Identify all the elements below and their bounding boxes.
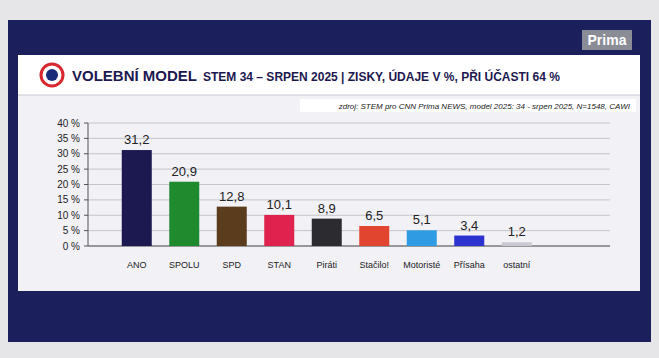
data-label: 31,2 [124, 132, 149, 147]
logo-core [46, 69, 58, 81]
bar [454, 236, 484, 246]
source-box [300, 99, 636, 112]
bar [122, 150, 152, 246]
grid-line [88, 153, 610, 154]
bar [312, 219, 342, 246]
data-label: 6,5 [365, 208, 383, 223]
tick [84, 184, 88, 185]
title-line: VOLEBNÍ MODEL STEM 34 – SRPEN 2025 | ZISK… [72, 67, 560, 84]
tick [84, 215, 88, 216]
bar [169, 182, 199, 246]
header-border [18, 95, 640, 96]
tick [84, 246, 88, 247]
tick-label: 30 % [57, 148, 80, 159]
category-label: ostatní [503, 260, 531, 270]
category-label: SPD [222, 260, 241, 270]
tick [84, 199, 88, 200]
grid-line [88, 230, 610, 231]
y-axis [88, 123, 89, 246]
tick [84, 230, 88, 231]
grid-line [88, 184, 610, 185]
grid-line [88, 138, 610, 139]
tick-label: 5 % [63, 225, 80, 236]
bar [217, 207, 247, 246]
data-label: 8,9 [318, 201, 336, 216]
grid-line [88, 169, 610, 170]
tick [84, 138, 88, 139]
grid-line [88, 123, 610, 124]
bar [407, 230, 437, 246]
logo-ring [41, 64, 63, 86]
data-label: 5,1 [413, 212, 431, 227]
tick-label: 0 % [63, 241, 80, 252]
data-label: 10,1 [267, 197, 292, 212]
bars [122, 150, 532, 246]
header [18, 55, 640, 95]
tick-label: 15 % [57, 194, 80, 205]
panel [18, 55, 640, 291]
background [0, 0, 659, 358]
category-label: Piráti [316, 260, 337, 270]
tick [84, 123, 88, 124]
category-label: ANO [127, 260, 147, 270]
category-label: STAN [268, 260, 291, 270]
subtitle: STEM 34 – SRPEN 2025 | ZISKY, ÚDAJE V %,… [203, 69, 560, 84]
category-label: Přísaha [454, 260, 485, 270]
tick-label: 35 % [57, 133, 80, 144]
tick [84, 169, 88, 170]
bar [502, 242, 532, 246]
tick-label: 20 % [57, 179, 80, 190]
bar [359, 226, 389, 246]
brand: Prima [588, 32, 627, 48]
tick-label: 40 % [57, 118, 80, 129]
chart: VOLEBNÍ MODEL STEM 34 – SRPEN 2025 | ZISK… [0, 0, 659, 358]
data-label: 20,9 [172, 164, 197, 179]
brand-box [582, 30, 632, 50]
title: VOLEBNÍ MODEL [72, 67, 197, 84]
screen [8, 20, 651, 342]
data-label: 1,2 [508, 224, 526, 239]
data-label: 12,8 [219, 189, 244, 204]
grid-line [88, 199, 610, 200]
category-label: SPOLU [169, 260, 200, 270]
tick-label: 10 % [57, 210, 80, 221]
grid-line [88, 215, 610, 216]
category-label: Stačilo! [359, 260, 389, 270]
category-label: Motoristé [403, 260, 440, 270]
data-label: 3,4 [460, 218, 478, 233]
tick [84, 153, 88, 154]
bar [264, 215, 294, 246]
tick-label: 25 % [57, 164, 80, 175]
source: zdroj: STEM pro CNN Prima NEWS, model 20… [338, 102, 631, 111]
